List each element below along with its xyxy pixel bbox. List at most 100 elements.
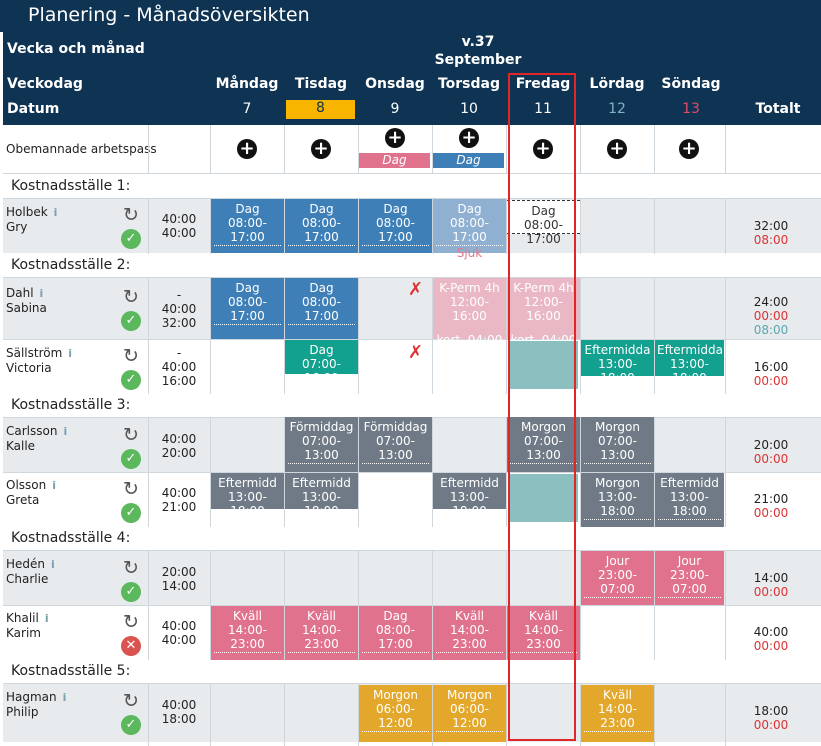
- status-ok-icon: ✓: [121, 503, 141, 523]
- date-sunday: 13: [682, 101, 700, 117]
- day-friday: Fredag: [515, 76, 571, 92]
- day-tuesday: Tisdag: [294, 76, 348, 92]
- info-icon[interactable]: i: [62, 691, 67, 704]
- total-hours: 16:00 00:00: [753, 360, 789, 388]
- shift-block[interactable]: Jour 23:00-07:00: [581, 551, 654, 605]
- day-wednesday: Onsdag: [365, 76, 425, 92]
- date-saturday: 12: [608, 101, 626, 117]
- week-month: v.37 September: [423, 33, 533, 69]
- shift-block[interactable]: Eftermidda 13:00-18:00: [581, 340, 654, 387]
- section-cost-center-2: Kostnadsställe 2:: [3, 254, 821, 278]
- info-icon[interactable]: i: [68, 347, 73, 360]
- shift-block[interactable]: Kväll 14:00-23:00: [581, 685, 654, 742]
- shift-block[interactable]: Morgon 07:00-13:00: [581, 417, 654, 472]
- shift-block[interactable]: Eftermidd 13:00-18:00: [211, 473, 284, 520]
- shift-block[interactable]: Förmiddag 07:00-13:00: [285, 417, 358, 472]
- refresh-icon[interactable]: ↻: [123, 345, 139, 367]
- page-title: Planering - Månadsöversikten: [0, 0, 821, 32]
- leave-block[interactable]: K-Perm 4h 12:00-16:00 kort. 04:00: [433, 278, 506, 347]
- employee-name[interactable]: Carlsson i Kalle: [6, 424, 68, 453]
- shift-block[interactable]: Dag 08:00-17:00: [359, 199, 432, 253]
- friday-highlight-frame: [508, 73, 576, 741]
- day-monday: Måndag: [215, 76, 279, 92]
- employee-name[interactable]: Khalil i Karim: [6, 611, 49, 640]
- info-icon[interactable]: i: [44, 612, 49, 625]
- employee-name[interactable]: Olsson i Greta: [6, 478, 57, 507]
- shift-block[interactable]: Eftermidda 13:00-18:00: [655, 340, 724, 387]
- date-friday: 11: [534, 101, 552, 117]
- refresh-icon[interactable]: ↻: [123, 204, 139, 226]
- total-label: Totalt: [755, 101, 801, 117]
- empty-shift-slot[interactable]: [508, 474, 578, 522]
- info-icon[interactable]: i: [63, 425, 68, 438]
- status-ok-icon: ✓: [121, 311, 141, 331]
- unmanned-shift-thursday[interactable]: Dag: [433, 153, 504, 168]
- add-shift-sunday-button[interactable]: +: [679, 139, 699, 159]
- shift-block[interactable]: Morgon 07:00-13:00: [507, 417, 580, 472]
- shift-block[interactable]: Kväll 14:00-23:00: [433, 606, 506, 660]
- removed-shift-icon[interactable]: ✗: [408, 342, 424, 363]
- empty-shift-slot[interactable]: [508, 341, 578, 389]
- status-ok-icon: ✓: [121, 229, 141, 249]
- shift-block-sick[interactable]: Dag 08:00-17:00 Sjuk: [433, 199, 506, 260]
- add-shift-saturday-button[interactable]: +: [607, 139, 627, 159]
- shift-block[interactable]: Jour 23:00-07:00: [655, 551, 724, 605]
- shift-block-selected[interactable]: Dag 08:00-17:00: [507, 200, 580, 246]
- day-saturday: Lördag: [589, 76, 645, 92]
- shift-block[interactable]: Dag 08:00-17:00: [211, 199, 284, 253]
- shift-block[interactable]: Kväll 14:00-23:00: [285, 606, 358, 660]
- refresh-icon[interactable]: ↻: [123, 478, 139, 500]
- refresh-icon[interactable]: ↻: [123, 557, 139, 579]
- total-hours: 14:00 00:00: [753, 571, 789, 599]
- shift-block[interactable]: Dag 08:00-17:00: [285, 278, 358, 339]
- day-thursday: Torsdag: [437, 76, 501, 92]
- total-hours: 24:00 00:00 08:00: [753, 295, 789, 337]
- total-hours: 20:00 00:00: [753, 438, 789, 466]
- shift-block[interactable]: Dag 08:00-17:00: [285, 199, 358, 253]
- hours-info: -40:00 32:00: [161, 288, 197, 330]
- week-month-label: Vecka och månad: [7, 41, 145, 57]
- today-date-badge: 8: [286, 100, 355, 119]
- shift-block[interactable]: Morgon 13:00-18:00: [581, 473, 654, 527]
- unmanned-row: Obemannade arbetspass + + + Dag + Dag + …: [3, 125, 821, 174]
- info-icon[interactable]: i: [39, 287, 44, 300]
- unmanned-shift-wednesday[interactable]: Dag: [359, 153, 430, 168]
- add-shift-friday-button[interactable]: +: [533, 139, 553, 159]
- shift-block[interactable]: Eftermidd 13:00-18:00: [285, 473, 358, 520]
- section-cost-center-5: Kostnadsställe 5:: [3, 660, 821, 684]
- employee-name[interactable]: Holbek i Gry: [6, 205, 58, 234]
- removed-shift-icon[interactable]: ✗: [408, 279, 424, 300]
- refresh-icon[interactable]: ↻: [123, 286, 139, 308]
- add-shift-thursday-button[interactable]: +: [459, 128, 479, 148]
- shift-block[interactable]: Dag 08:00-17:00: [359, 606, 432, 660]
- employee-name[interactable]: Hedén i Charlie: [6, 557, 55, 586]
- info-icon[interactable]: i: [51, 558, 55, 571]
- shift-block[interactable]: Eftermidd 13:00-18:00: [655, 473, 724, 527]
- shift-block[interactable]: Kväll 14:00-23:00: [211, 606, 284, 660]
- shift-block[interactable]: Kväll 14:00-23:00: [507, 606, 580, 660]
- info-icon[interactable]: i: [52, 479, 57, 492]
- shift-block[interactable]: Dag 07:00-16:00: [285, 340, 358, 387]
- employee-name[interactable]: Dahl i Sabina: [6, 286, 47, 315]
- week-number: v.37: [461, 34, 495, 50]
- shift-block[interactable]: Eftermidd 13:00-18:00: [433, 473, 506, 520]
- add-shift-monday-button[interactable]: +: [237, 139, 257, 159]
- status-error-icon: ✕: [121, 636, 141, 656]
- person-row-dahl: [3, 278, 821, 339]
- add-shift-wednesday-button[interactable]: +: [385, 128, 405, 148]
- refresh-icon[interactable]: ↻: [123, 690, 139, 712]
- shift-block[interactable]: Förmiddag 07:00-13:00: [359, 417, 432, 472]
- day-sunday: Söndag: [661, 76, 721, 92]
- add-shift-tuesday-button[interactable]: +: [311, 139, 331, 159]
- refresh-icon[interactable]: ↻: [123, 611, 139, 633]
- refresh-icon[interactable]: ↻: [123, 424, 139, 446]
- shift-block[interactable]: Dag 08:00-17:00: [211, 278, 284, 339]
- info-icon[interactable]: i: [53, 206, 58, 219]
- status-ok-icon: ✓: [121, 715, 141, 735]
- total-hours: 40:00 00:00: [753, 625, 789, 653]
- employee-name[interactable]: Hagman i Philip: [6, 690, 67, 719]
- employee-name[interactable]: Sällström i Victoria: [6, 346, 73, 375]
- hours-info: 40:00 21:00: [161, 486, 197, 514]
- shift-block[interactable]: Morgon 06:00-12:00: [433, 685, 506, 742]
- shift-block[interactable]: Morgon 06:00-12:00: [359, 685, 432, 742]
